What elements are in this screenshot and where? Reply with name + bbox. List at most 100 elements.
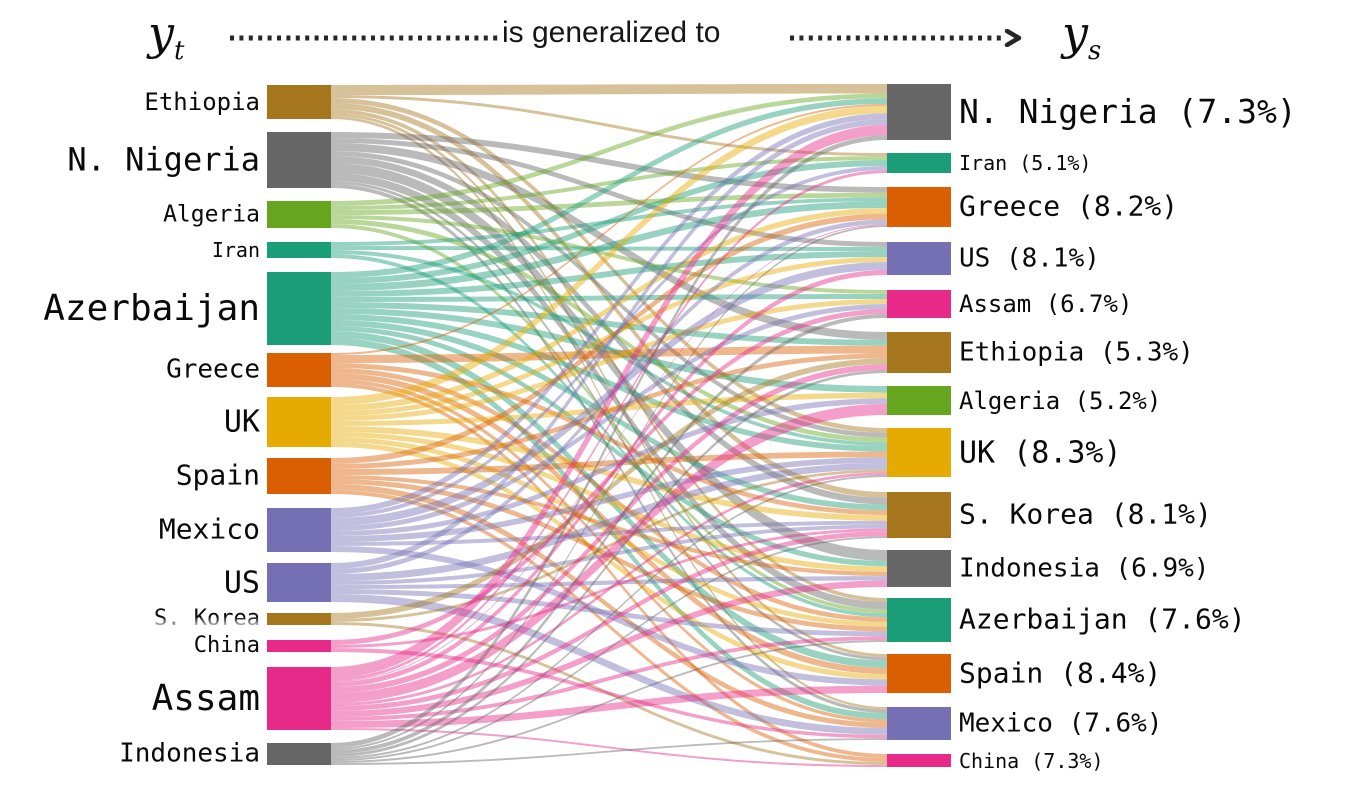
source-node-mexico — [267, 508, 331, 552]
source-axis-symbol: yt — [148, 10, 184, 65]
target-node-iran — [887, 153, 951, 173]
flow-us-to-s_korea — [331, 524, 887, 585]
flow-uk-to-indonesia — [331, 432, 887, 572]
flow-indonesia-to-assam — [331, 314, 887, 754]
flow-ethiopia-to-iran — [331, 95, 887, 156]
flow-spain-to-azerbaijan — [331, 479, 887, 632]
target-label-n_nigeria: N. Nigeria (7.3%) — [959, 91, 1297, 131]
flow-ethiopia-to-s_korea — [331, 103, 887, 498]
flow-n_nigeria-to-greece — [331, 132, 887, 193]
flow-uk-to-assam — [331, 299, 887, 421]
flow-china-to-assam — [331, 309, 887, 645]
source-label-ethiopia: Ethiopia — [144, 87, 260, 116]
flow-assam-to-algeria — [331, 403, 887, 703]
target-node-indonesia — [887, 550, 951, 587]
flow-n_nigeria-to-mexico — [331, 184, 887, 714]
flow-us-to-indonesia — [331, 576, 887, 589]
flow-greece-to-azerbaijan — [331, 368, 887, 622]
flow-uk-to-s_korea — [331, 426, 887, 521]
target-node-us — [887, 242, 951, 275]
flow-indonesia-to-s_korea — [331, 536, 887, 761]
flow-assam-to-uk — [331, 472, 887, 706]
flow-spain-to-greece — [331, 213, 887, 464]
target-label-ethiopia: Ethiopia (5.3%) — [959, 337, 1194, 368]
flow-assam-to-us — [331, 270, 887, 687]
flow-azerbaijan-to-indonesia — [331, 326, 887, 567]
target-symbol-base: y — [1062, 6, 1088, 60]
source-label-s_korea: S. Korea — [154, 605, 260, 631]
flow-iran-to-uk — [331, 250, 887, 446]
flow-algeria-to-assam — [331, 215, 887, 294]
flow-china-to-mexico — [331, 648, 887, 739]
flow-spain-to-indonesia — [331, 475, 887, 577]
flow-assam-to-iran — [331, 170, 887, 681]
flow-ethiopia-to-n_nigeria — [331, 84, 887, 95]
flow-indonesia-to-uk — [331, 475, 887, 759]
flow-spain-to-china — [331, 490, 887, 762]
flow-azerbaijan-to-ethiopia — [331, 302, 887, 346]
target-node-uk — [887, 428, 951, 477]
source-label-spain: Spain — [175, 458, 260, 492]
source-node-assam — [267, 667, 331, 730]
source-label-us: US — [223, 565, 260, 600]
arrowhead-icon — [1004, 29, 1022, 47]
flow-indonesia-to-ethiopia — [331, 370, 887, 757]
flow-assam-to-s_korea — [331, 531, 887, 711]
target-label-azerbaijan: Azerbaijan (7.6%) — [959, 602, 1246, 636]
flow-uk-to-n_nigeria — [331, 105, 887, 405]
source-node-uk — [267, 397, 331, 447]
flow-iran-to-azerbaijan — [331, 254, 887, 618]
target-node-assam — [887, 290, 951, 318]
flow-s_korea-to-china — [331, 622, 887, 765]
target-label-spain: Spain (8.4%) — [959, 656, 1162, 690]
flow-us-to-n_nigeria — [331, 119, 887, 569]
flow-algeria-to-uk — [331, 219, 887, 443]
source-label-indonesia: Indonesia — [119, 738, 260, 769]
target-label-mexico: Mexico (7.6%) — [959, 708, 1163, 739]
target-label-uk: UK (8.3%) — [959, 435, 1122, 470]
flow-azerbaijan-to-spain — [331, 331, 887, 668]
flow-us-to-uk — [331, 462, 887, 581]
flow-s_korea-to-ethiopia — [331, 358, 887, 619]
flow-ethiopia-to-uk — [331, 98, 887, 433]
flow-greece-to-n_nigeria — [331, 103, 887, 355]
flow-assam-to-indonesia — [331, 580, 887, 717]
target-label-us: US (8.1%) — [959, 243, 1100, 274]
flow-spain-to-mexico — [331, 484, 887, 728]
target-label-assam: Assam (6.7%) — [959, 289, 1133, 318]
flow-iran-to-greece — [331, 197, 887, 246]
source-label-algeria: Algeria — [163, 200, 260, 227]
flow-greece-to-spain — [331, 373, 887, 675]
flow-azerbaijan-to-n_nigeria — [331, 98, 887, 278]
flow-uk-to-greece — [331, 207, 887, 411]
target-node-china — [887, 754, 951, 767]
flow-indonesia-to-azerbaijan — [331, 640, 887, 763]
flow-iran-to-us — [331, 246, 887, 251]
source-symbol-base: y — [148, 6, 174, 60]
flow-china-to-s_korea — [331, 528, 887, 648]
flow-algeria-to-greece — [331, 192, 887, 215]
flow-greece-to-china — [331, 383, 887, 758]
flow-mexico-to-algeria — [331, 398, 887, 536]
flow-azerbaijan-to-uk — [331, 314, 887, 452]
flow-algeria-to-azerbaijan — [331, 224, 887, 614]
flow-n_nigeria-to-us — [331, 138, 887, 247]
target-label-china: China (7.3%) — [959, 748, 1104, 773]
target-node-spain — [887, 654, 951, 693]
source-label-n_nigeria: N. Nigeria — [67, 140, 260, 179]
source-label-greece: Greece — [166, 354, 260, 385]
source-node-china — [267, 640, 331, 652]
flow-assam-to-n_nigeria — [331, 124, 887, 679]
flow-mexico-to-s_korea — [331, 520, 887, 546]
source-label-mexico: Mexico — [158, 512, 260, 546]
flow-ethiopia-to-spain — [331, 113, 887, 658]
source-node-indonesia — [267, 743, 331, 765]
source-node-s_korea — [267, 613, 331, 625]
target-node-mexico — [887, 707, 951, 740]
flow-assam-to-spain — [331, 685, 887, 728]
flow-uk-to-algeria — [331, 392, 887, 426]
target-label-s_korea: S. Korea (8.1%) — [959, 497, 1212, 531]
flow-assam-to-ethiopia — [331, 364, 887, 693]
